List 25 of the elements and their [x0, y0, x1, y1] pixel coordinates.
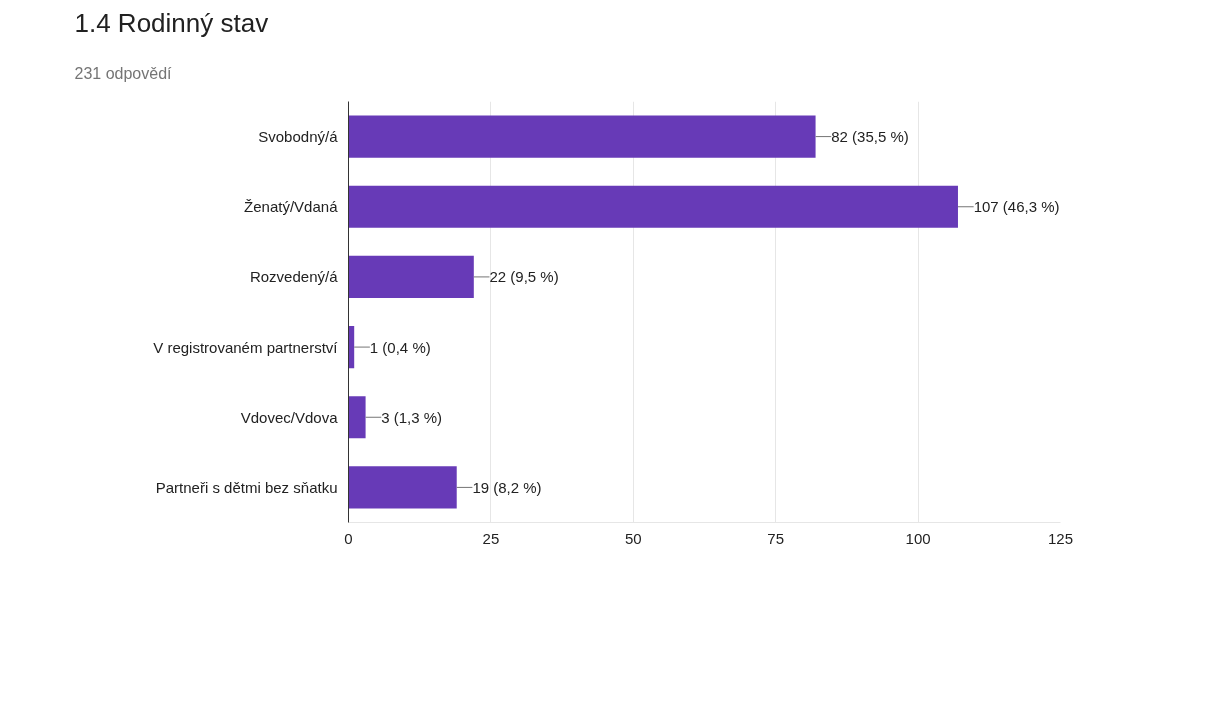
x-tick-label: 25 — [482, 529, 500, 547]
data-label: 82 (35,5 %) — [831, 128, 909, 146]
data-label: 22 (9,5 %) — [489, 268, 559, 286]
x-tick-label: 100 — [905, 529, 931, 547]
y-tick-label: V registrovaném partnerství — [153, 338, 339, 356]
bar — [348, 115, 816, 158]
bar — [348, 255, 474, 298]
x-tick-label: 0 — [344, 529, 353, 547]
bar — [348, 185, 958, 228]
y-tick-label: Svobodný/á — [258, 128, 339, 146]
y-tick-label: Rozvedený/á — [249, 268, 339, 286]
bar — [348, 466, 457, 509]
x-tick-label: 50 — [624, 529, 642, 547]
data-label: 107 (46,3 %) — [973, 198, 1060, 216]
data-label: 1 (0,4 %) — [369, 338, 431, 356]
chart-title: 1.4 Rodinný stav — [74, 7, 269, 38]
y-tick-label: Vdovec/Vdova — [240, 408, 339, 426]
x-tick-label: 125 — [1047, 529, 1074, 547]
data-label: 19 (8,2 %) — [472, 478, 542, 496]
y-tick-label: Partneři s dětmi bez sňatku — [155, 478, 338, 496]
text: 231 odpovědí — [74, 64, 173, 82]
bar — [348, 396, 366, 439]
data-label: 3 (1,3 %) — [381, 408, 443, 426]
y-tick-label: Ženatý/Vdaná — [244, 198, 339, 216]
x-tick-label: 75 — [767, 529, 785, 547]
